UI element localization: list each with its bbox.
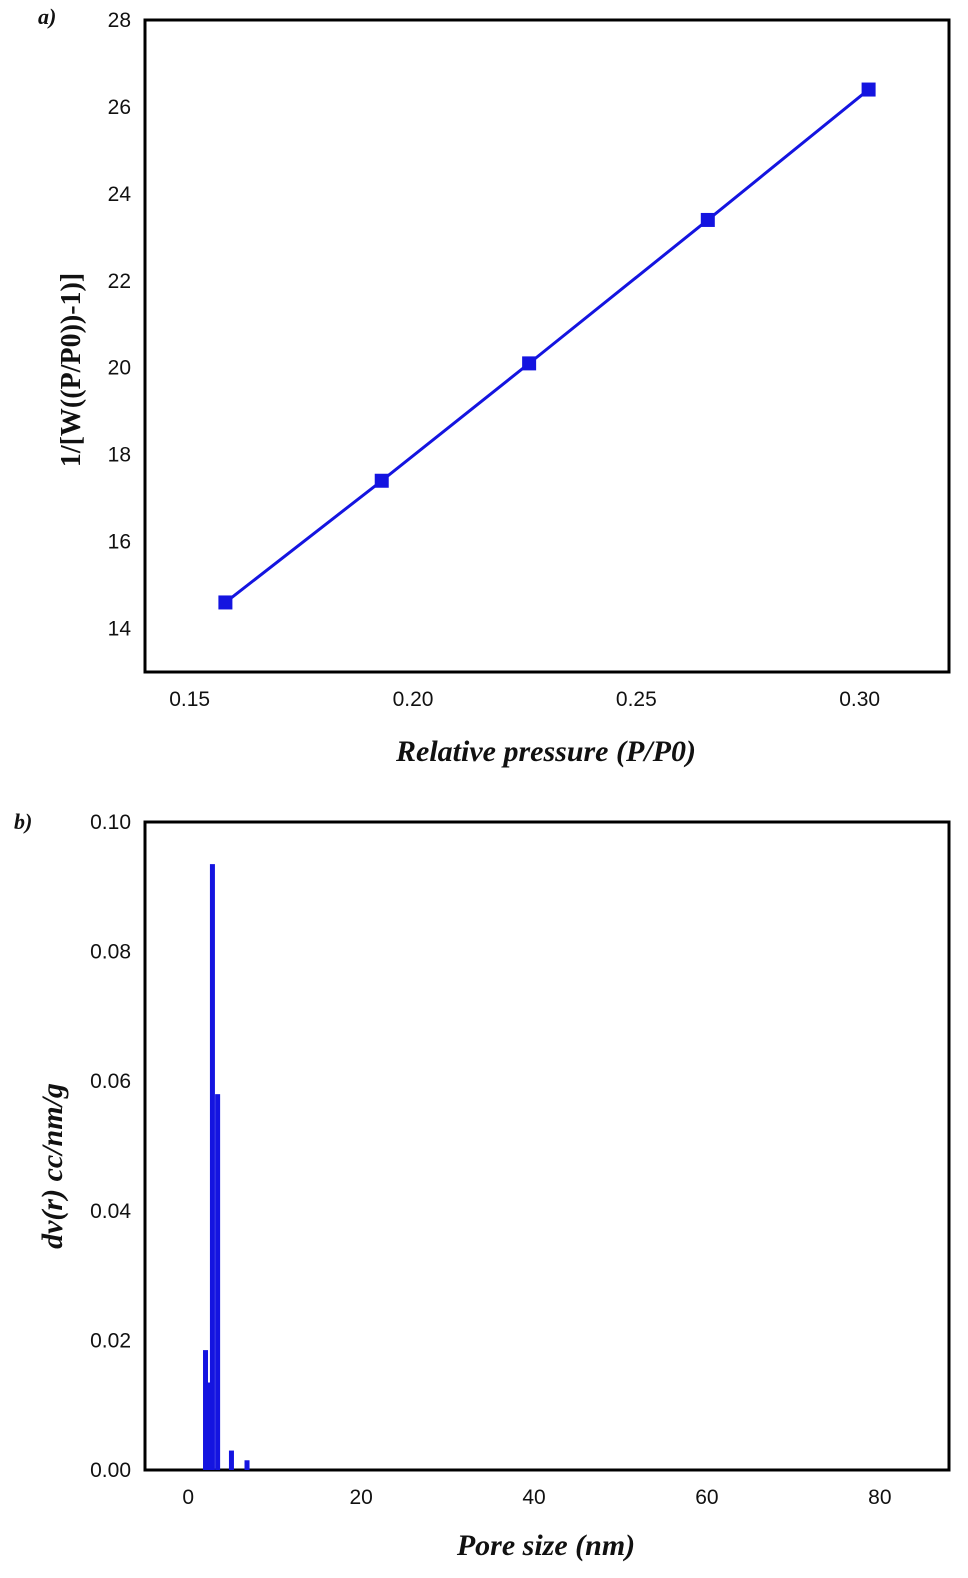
x-axis-label-a: Relative pressure (P/P0)	[395, 735, 696, 768]
y-axis-b: 0.00 0.02 0.04 0.06 0.08 0.10	[90, 811, 131, 1482]
y-tick-label: 18	[108, 444, 131, 467]
y-tick-label: 16	[108, 531, 131, 554]
x-tick-label: 0	[182, 1486, 194, 1509]
data-point	[861, 82, 876, 97]
x-tick-label: 0.15	[169, 688, 210, 711]
panel-a-label: a)	[38, 4, 56, 29]
y-tick-label: 20	[108, 357, 131, 380]
bar	[209, 864, 215, 1470]
x-tick-label: 80	[868, 1486, 891, 1509]
bar	[228, 1450, 234, 1470]
series-a	[218, 82, 876, 610]
bar	[215, 1094, 221, 1470]
y-tick-label: 28	[108, 9, 131, 32]
bar	[244, 1460, 250, 1470]
plot-a-frame	[143, 18, 951, 674]
plot-b-frame	[143, 820, 951, 1472]
y-axis-label-b: dv(r) cc/nm/g	[36, 1083, 69, 1249]
data-point	[700, 212, 715, 227]
y-axis-label-a: 1/[W((P/P0))-1)]	[56, 273, 87, 467]
y-tick-label: 0.02	[90, 1329, 131, 1352]
chart-b: b) 0.00 0.02 0.04 0.06 0.08 0.10 0 20 40 60 80 Po…	[14, 809, 951, 1562]
y-tick-label: 0.06	[90, 1070, 131, 1093]
y-tick-label: 26	[108, 96, 131, 119]
bar	[206, 1382, 212, 1470]
y-tick-label: 0.00	[90, 1459, 131, 1482]
x-axis-a: 0.15 0.20 0.25 0.30	[169, 688, 880, 711]
y-tick-label: 0.10	[90, 811, 131, 834]
x-tick-label: 40	[522, 1486, 545, 1509]
x-tick-label: 0.30	[839, 688, 880, 711]
x-axis-b: 0 20 40 60 80	[182, 1486, 891, 1509]
y-axis-a: 14 16 18 20 22 24 26 28	[108, 9, 132, 641]
series-line	[224, 88, 870, 604]
series-b	[203, 864, 250, 1470]
x-axis-label-b: Pore size (nm)	[456, 1529, 635, 1562]
data-point	[218, 595, 233, 610]
data-point	[522, 356, 537, 371]
x-tick-label: 60	[695, 1486, 718, 1509]
bar	[203, 1350, 209, 1470]
y-tick-label: 22	[108, 270, 131, 293]
x-tick-label: 0.25	[616, 688, 657, 711]
data-point	[374, 473, 389, 488]
chart-a: a) 14 16 18 20 22 24 26 28 0.15 0.20 0.25 0.30 Rel…	[38, 4, 951, 768]
y-tick-label: 0.08	[90, 941, 131, 964]
y-tick-label: 24	[108, 183, 132, 206]
x-tick-label: 20	[349, 1486, 372, 1509]
x-tick-label: 0.20	[393, 688, 434, 711]
y-tick-label: 0.04	[90, 1200, 131, 1223]
y-tick-label: 14	[108, 618, 132, 641]
panel-b-label: b)	[14, 809, 32, 834]
